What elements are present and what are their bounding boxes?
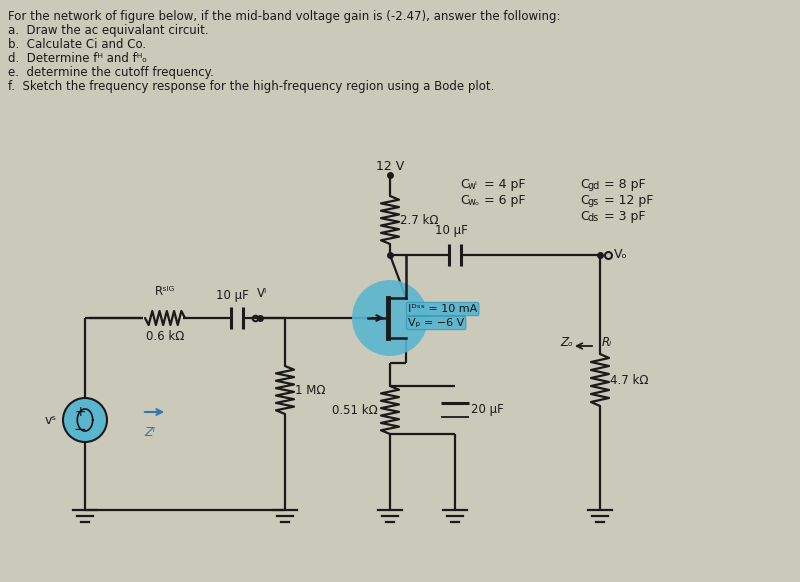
Text: 1 MΩ: 1 MΩ (295, 384, 326, 396)
Text: gd: gd (588, 181, 600, 191)
Text: Rₗ: Rₗ (602, 335, 612, 349)
Text: 4.7 kΩ: 4.7 kΩ (610, 374, 649, 386)
Text: = 3 pF: = 3 pF (600, 210, 646, 223)
Text: vˢ: vˢ (45, 413, 57, 427)
Text: = 4 pF: = 4 pF (480, 178, 526, 191)
Text: C: C (460, 178, 469, 191)
Text: C: C (580, 178, 589, 191)
Text: e.  determine the cutoff frequency.: e. determine the cutoff frequency. (8, 66, 214, 79)
Circle shape (63, 398, 107, 442)
Text: 2.7 kΩ: 2.7 kΩ (400, 214, 438, 226)
Text: 10 µF: 10 µF (434, 224, 467, 237)
Text: = 8 pF: = 8 pF (600, 178, 646, 191)
Text: For the network of figure below, if the mid-band voltage gain is (-2.47), answer: For the network of figure below, if the … (8, 10, 561, 23)
Text: gs: gs (588, 197, 599, 207)
Text: Zₒ: Zₒ (560, 335, 573, 349)
Text: C: C (580, 210, 589, 223)
Text: ds: ds (588, 213, 599, 223)
Text: d.  Determine fᴴ and fᴴₒ: d. Determine fᴴ and fᴴₒ (8, 52, 147, 65)
Text: = 12 pF: = 12 pF (600, 194, 654, 207)
Text: f.  Sketch the frequency response for the high-frequency region using a Bode plo: f. Sketch the frequency response for the… (8, 80, 494, 93)
Text: Vᴵ: Vᴵ (257, 287, 267, 300)
Text: a.  Draw the ac equivalant circuit.: a. Draw the ac equivalant circuit. (8, 24, 209, 37)
Text: 10 µF: 10 µF (216, 289, 248, 302)
Text: Zᴵ: Zᴵ (144, 426, 155, 439)
Text: 20 µF: 20 µF (471, 403, 504, 417)
Text: 0.51 kΩ: 0.51 kΩ (332, 403, 378, 417)
Text: −: − (74, 421, 86, 436)
Text: Vₒ: Vₒ (614, 249, 628, 261)
Circle shape (352, 280, 428, 356)
Text: wᴵ: wᴵ (468, 181, 478, 191)
Text: b.  Calculate Ci and Co.: b. Calculate Ci and Co. (8, 38, 146, 51)
Text: C: C (580, 194, 589, 207)
Text: = 6 pF: = 6 pF (480, 194, 526, 207)
Text: wₒ: wₒ (468, 197, 480, 207)
Text: Vₚ = −6 V: Vₚ = −6 V (408, 318, 464, 328)
Text: 0.6 kΩ: 0.6 kΩ (146, 330, 184, 343)
Text: 12 V: 12 V (376, 160, 404, 173)
Text: Rˢᴵᴳ: Rˢᴵᴳ (155, 285, 175, 298)
Text: Iᴰˢˢ = 10 mA: Iᴰˢˢ = 10 mA (408, 304, 478, 314)
Text: +: + (74, 405, 86, 419)
Text: C: C (460, 194, 469, 207)
